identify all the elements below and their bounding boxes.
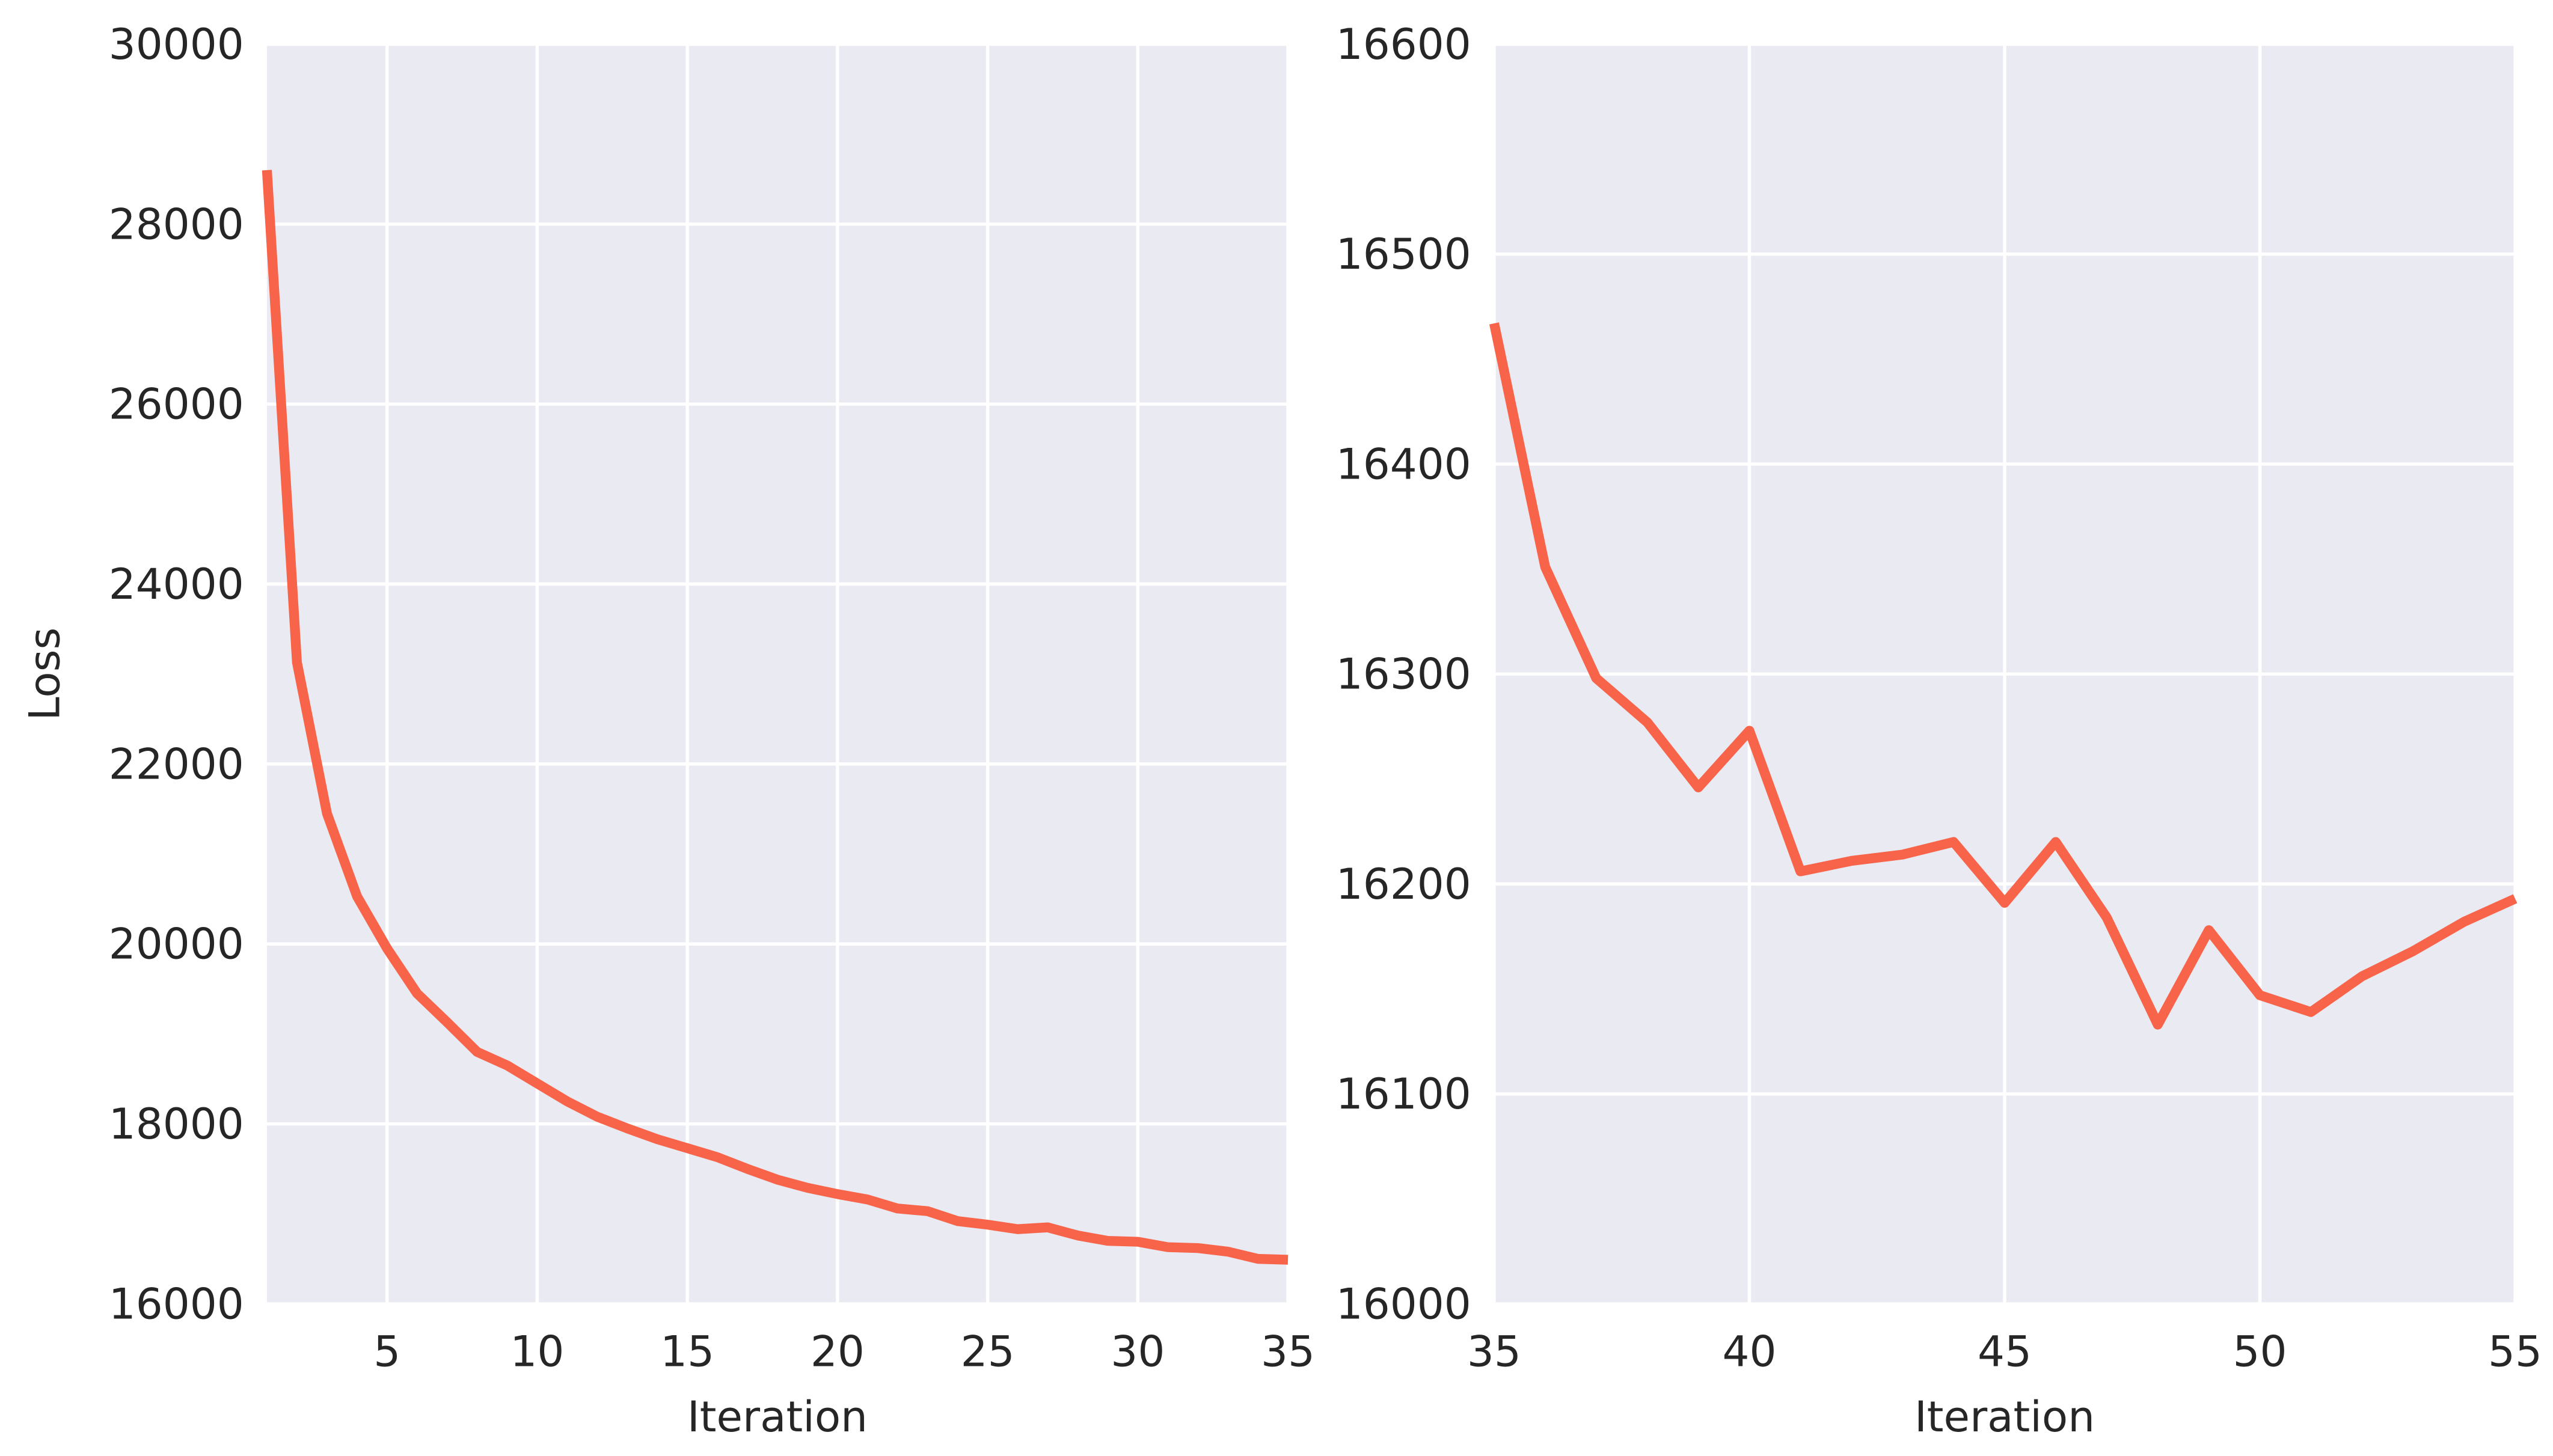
x-tick-label: 5 [373, 1326, 400, 1376]
x-axis-label: Iteration [1914, 1392, 2095, 1442]
y-tick-label: 16200 [1336, 859, 1471, 909]
y-tick-label: 16100 [1336, 1069, 1471, 1119]
plot-area [266, 44, 1289, 1304]
y-tick-label: 16000 [109, 1279, 244, 1329]
x-tick-label: 35 [1467, 1326, 1521, 1376]
y-tick-label: 16500 [1336, 229, 1471, 279]
x-tick-label: 15 [660, 1326, 714, 1376]
x-tick-label: 25 [961, 1326, 1015, 1376]
y-tick-label: 16000 [1336, 1279, 1471, 1329]
y-tick-label: 18000 [109, 1099, 244, 1149]
x-tick-label: 50 [2233, 1326, 2287, 1376]
y-tick-label: 24000 [109, 559, 244, 609]
y-tick-label: 30000 [109, 19, 244, 69]
y-tick-label: 22000 [109, 739, 244, 789]
y-tick-label: 16600 [1336, 19, 1471, 69]
loss-line [262, 170, 1289, 1265]
x-axis-label: Iteration [687, 1392, 868, 1442]
x-tick-label: 45 [1978, 1326, 2032, 1376]
x-tick-label: 40 [1722, 1326, 1776, 1376]
y-tick-label: 20000 [109, 919, 244, 969]
y-tick-label: 26000 [109, 379, 244, 429]
y-axis-label: Loss [19, 628, 69, 721]
loss-line [1489, 322, 2518, 1030]
y-tick-label: 16400 [1336, 439, 1471, 489]
y-tick-label: 28000 [109, 199, 244, 249]
x-tick-label: 35 [1261, 1326, 1315, 1376]
x-tick-label: 10 [510, 1326, 564, 1376]
x-tick-label: 30 [1111, 1326, 1165, 1376]
x-tick-label: 20 [811, 1326, 865, 1376]
x-tick-label: 55 [2488, 1326, 2542, 1376]
y-tick-label: 16300 [1336, 649, 1471, 699]
